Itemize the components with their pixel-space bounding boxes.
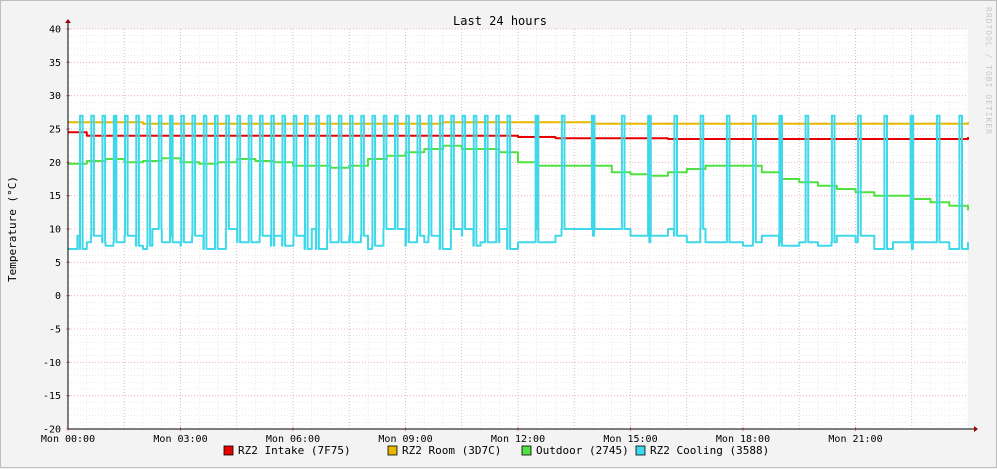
x-tick-label: Mon 03:00 [153,434,207,445]
y-axis-arrow [65,19,71,23]
y-tick-label: -5 [49,325,61,336]
legend-swatch [387,445,398,456]
y-tick-label: 40 [49,25,61,36]
legend-swatch [223,445,234,456]
y-axis-label: Temperature (°C) [6,176,19,282]
series-line [68,114,969,250]
x-tick-label: Mon 00:00 [41,434,95,445]
y-tick-label: 30 [49,91,61,102]
y-tick-label: -20 [43,425,61,436]
x-tick-label: Mon 09:00 [378,434,432,445]
x-axis-arrow [974,426,978,432]
legend-entry: RZ2 Cooling (3588) [650,444,769,457]
y-tick-label: 20 [49,158,61,169]
y-tick-label: 25 [49,125,61,136]
y-tick-label: 0 [55,291,61,302]
legend-swatch [635,445,646,456]
x-tick-label: Mon 18:00 [716,434,770,445]
y-tick-label: -15 [43,391,61,402]
chart-title: Last 24 hours [453,14,547,28]
series-line [68,131,969,140]
legend-entry: Outdoor (2745) [536,444,629,457]
legend-entry: RZ2 Intake (7F75) [238,444,351,457]
y-tick-label: -10 [43,358,61,369]
legend-swatch [521,445,532,456]
rrdtool-watermark: RRDTOOL / TOBI OETIKER [984,7,993,135]
x-tick-label: Mon 15:00 [603,434,657,445]
x-tick-label: Mon 21:00 [828,434,882,445]
y-tick-label: 35 [49,58,61,69]
y-tick-label: 10 [49,225,61,236]
series-lines [68,114,969,250]
y-tick-label: 5 [55,258,61,269]
legend: RZ2 Intake (7F75) RZ2 Room (3D7C) Outdoor … [223,444,769,457]
y-tick-label: 15 [49,191,61,202]
legend-entry: RZ2 Room (3D7C) [402,444,501,457]
x-tick-label: Mon 12:00 [491,434,545,445]
x-tick-label: Mon 06:00 [266,434,320,445]
